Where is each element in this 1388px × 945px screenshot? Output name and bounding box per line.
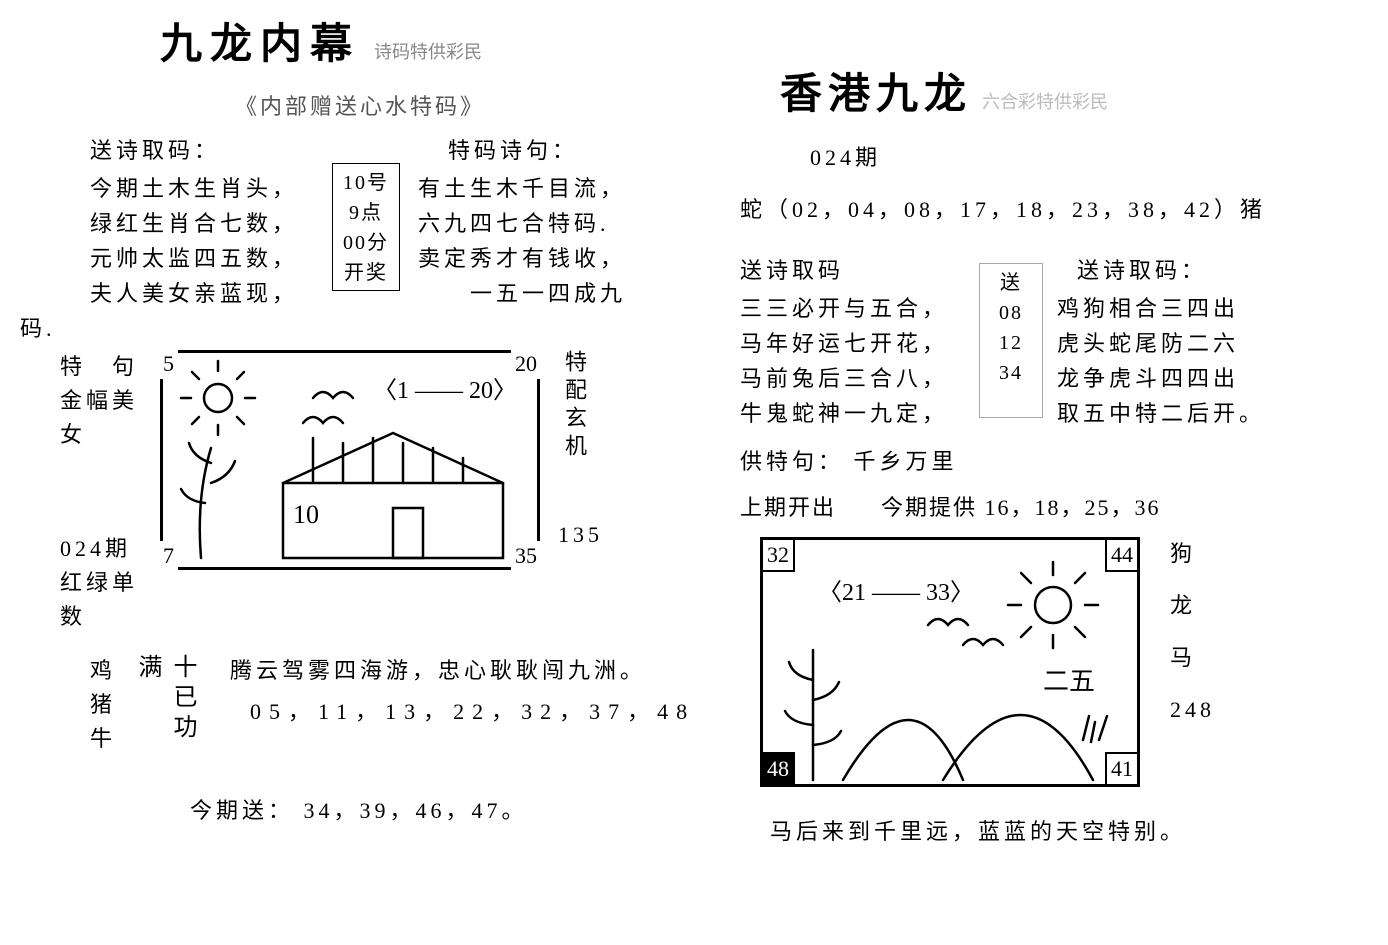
- zodiac: 鸡: [90, 654, 120, 688]
- poem-c-line: 马前兔后三合八，: [740, 361, 965, 396]
- poem-b-line: 卖定秀才有钱收，: [418, 241, 648, 276]
- left-title-sub: 诗码特供彩民: [374, 38, 482, 64]
- mid-box-line: 34: [990, 358, 1032, 388]
- vert-phrase: 十已功满: [130, 654, 200, 764]
- gong-text: 千乡万里: [854, 449, 958, 474]
- poem-b-line: 一五一四成九: [418, 276, 648, 311]
- corner-tl: 32: [761, 538, 795, 572]
- left-sketch: 5 20 7 35: [160, 350, 540, 570]
- corner-br: 41: [1105, 752, 1139, 786]
- side-zodiac: 马: [1170, 641, 1215, 675]
- corner-bl: 48: [761, 752, 795, 786]
- teju-label: 特 句: [60, 350, 150, 384]
- house-sketch-svg: 〈1 —— 20〉 10: [163, 353, 537, 567]
- mid-box-line: 12: [990, 328, 1032, 358]
- mountain-sketch-svg: 〈21 —— 33〉 二五: [763, 540, 1137, 784]
- poem-c-label: 送诗取码: [740, 253, 965, 285]
- jinqi-label: 今期送：: [190, 798, 294, 823]
- mid-nums-box: 送 08 12 34: [979, 263, 1043, 418]
- period-label: 024期: [60, 532, 150, 566]
- couplet: 腾云驾雾四海游，忠心耿耿闯九洲。: [230, 654, 695, 688]
- poem-d-line: 虎头蛇尾防二六: [1057, 326, 1297, 361]
- couplet-nums: 05，11，13，22，32，37，48: [250, 694, 695, 726]
- corner-br: 35: [511, 541, 541, 571]
- zodiac: 牛: [90, 722, 120, 756]
- mid-box-line: 08: [990, 298, 1032, 328]
- poem-d-label: 送诗取码：: [1077, 253, 1297, 285]
- right-column: 香港九龙 六合彩特供彩民 024期 蛇（02，04，08，17，18，23，38…: [720, 60, 1370, 849]
- draw-time-box: 10号 9点 00分 开奖: [332, 163, 400, 291]
- corner-tl: 5: [159, 349, 178, 379]
- right-num: 135: [558, 518, 603, 552]
- corner-bl: 7: [159, 541, 178, 571]
- zodiac-nums: 02，04，08，17，18，23，38，42: [792, 197, 1214, 222]
- poem-a-line: 元帅太监四五数，: [90, 241, 320, 276]
- right-title-sub: 六合彩特供彩民: [982, 88, 1108, 114]
- poem-a-label: 送诗取码：: [90, 133, 320, 165]
- right-sketch: 32 44 48 41: [760, 537, 1140, 787]
- ma-tail: 码.: [20, 311, 700, 346]
- poem-d-line: 取五中特二后开。: [1057, 396, 1297, 431]
- corner-tr: 44: [1105, 538, 1139, 572]
- sketch-range: 〈1 —— 20〉: [373, 378, 517, 404]
- side-zodiac: 狗: [1170, 537, 1215, 571]
- jinqi-nums: 34，39，46，47。: [304, 798, 528, 823]
- sketch-range-r: 〈21 —— 33〉: [818, 580, 974, 606]
- draw-line: 9点: [343, 198, 389, 228]
- poem-c-line: 牛鬼蛇神一九定，: [740, 396, 965, 431]
- draw-line: 开奖: [343, 258, 389, 288]
- draw-line: 00分: [343, 228, 389, 258]
- mid-box-line: 送: [990, 268, 1032, 298]
- right-title: 香港九龙: [780, 60, 972, 121]
- poem-d-line: 鸡狗相合三四出: [1057, 291, 1297, 326]
- gong-label: 供特句：: [740, 449, 844, 474]
- poem-a-line: 今期土木生肖头，: [90, 171, 320, 206]
- poem-b-line: 六九四七合特码.: [418, 206, 648, 241]
- poem-d-line: 龙争虎斗四四出: [1057, 361, 1297, 396]
- poem-b-label: 特码诗句：: [448, 133, 648, 165]
- left-column: 九龙内幕 诗码特供彩民 《内部赠送心水特码》 送诗取码： 今期土木生肖头， 绿红…: [20, 0, 700, 828]
- issue: 024期: [810, 141, 1370, 175]
- bottom-line: 马后来到千里远，蓝蓝的天空特别。: [770, 815, 1370, 849]
- right-vert-label: 特配玄机: [558, 350, 590, 500]
- period-sub: 红绿单数: [60, 566, 150, 634]
- house-num: 10: [293, 500, 319, 529]
- zodiac-post: ）猪: [1214, 197, 1266, 222]
- side-zodiac: 龙: [1170, 589, 1215, 623]
- inside-mark: 二五: [1043, 667, 1095, 696]
- side-num: 248: [1170, 693, 1215, 727]
- left-subheading: 《内部赠送心水特码》: [20, 89, 700, 121]
- corner-tr: 20: [511, 349, 541, 379]
- poem-b-line: 有土生木千目流，: [418, 171, 648, 206]
- teju-text: 金幅美女: [60, 384, 150, 452]
- poem-c-line: 马年好运七开花，: [740, 326, 965, 361]
- poem-c-line: 三三必开与五合，: [740, 291, 965, 326]
- left-title: 九龙内幕: [160, 10, 360, 71]
- zodiac-pre: 蛇（: [740, 197, 792, 222]
- prev-label: 上期开出: [740, 495, 836, 520]
- poem-a-line: 绿红生肖合七数，: [90, 206, 320, 241]
- zodiac: 猪: [90, 688, 120, 722]
- draw-line: 10号: [343, 168, 389, 198]
- curr-nums: 16，18，25，36: [985, 495, 1161, 520]
- poem-a-line: 夫人美女亲蓝现，: [90, 276, 320, 311]
- curr-label: 今期提供: [881, 495, 977, 520]
